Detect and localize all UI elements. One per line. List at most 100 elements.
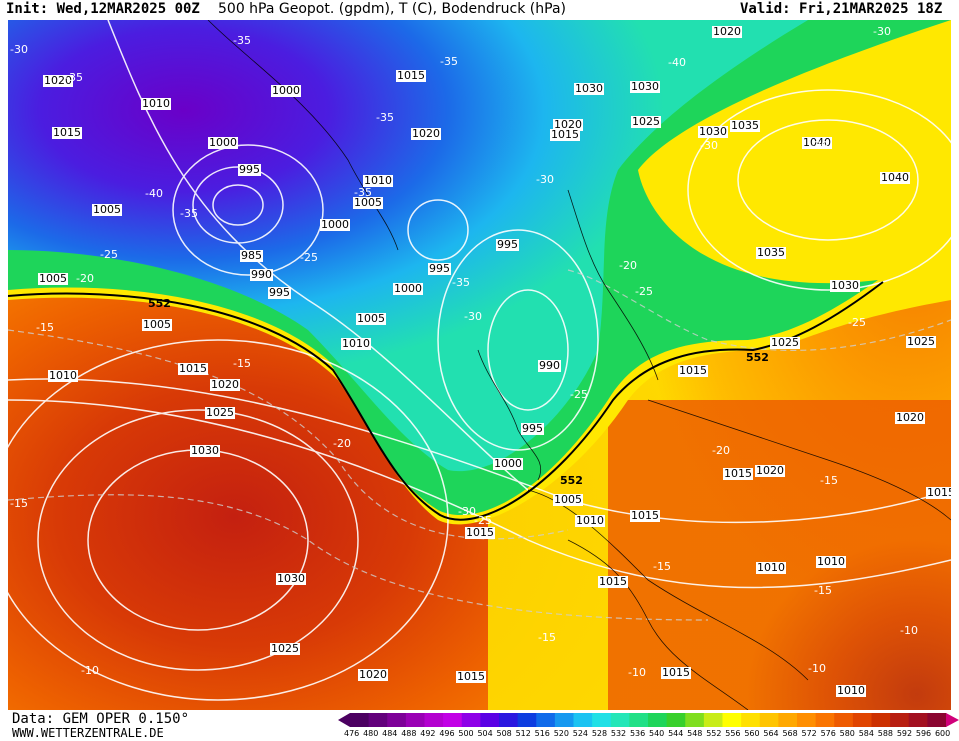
temperature-label: -15 — [10, 497, 28, 510]
scale-tick-label: 532 — [610, 729, 627, 738]
scale-swatch — [778, 713, 798, 727]
contour-552-label: 552 — [560, 474, 583, 487]
isobar-label: 1015 — [456, 670, 486, 683]
scale-swatch — [834, 713, 854, 727]
isobar-label: 995 — [428, 262, 451, 275]
isobar-label: 1025 — [205, 406, 235, 419]
scale-swatch — [852, 713, 872, 727]
scale-tick-label: 592 — [896, 729, 913, 738]
isobar-label: 990 — [250, 268, 273, 281]
scale-tick-label: 560 — [744, 729, 760, 738]
isobar-label: 1015 — [178, 362, 208, 375]
temperature-label: -25 — [570, 388, 588, 401]
isobar-label: 1020 — [712, 25, 742, 38]
scale-tick-label: 596 — [915, 729, 932, 738]
isobar-label: 1015 — [723, 467, 753, 480]
isobar-label: 1020 — [43, 74, 73, 87]
isobar-label: 1015 — [926, 487, 951, 499]
scale-tick-label: 544 — [668, 729, 684, 738]
temperature-label: -35 — [233, 34, 251, 47]
temperature-label: -20 — [810, 139, 828, 152]
isobar-label: 1005 — [353, 196, 383, 209]
contour-552-label: 552 — [148, 297, 171, 310]
isobar-label: 1010 — [363, 174, 393, 187]
scale-swatch — [405, 713, 425, 727]
isobar-label: 1015 — [678, 364, 708, 377]
scale-tick-label: 576 — [820, 729, 836, 738]
init-time-label: Init: Wed,12MAR2025 00Z — [6, 1, 200, 17]
isobar-label: 1025 — [906, 335, 936, 348]
scale-tick-label: 572 — [801, 729, 817, 738]
scale-tick-label: 504 — [477, 729, 493, 738]
temperature-label: -20 — [619, 259, 637, 272]
data-source-label: Data: GEM OPER 0.150° — [12, 711, 190, 727]
scale-tick-label: 480 — [363, 729, 379, 738]
scale-tick-label: 520 — [553, 729, 569, 738]
scale-swatch — [927, 713, 947, 727]
isobar-label: 1000 — [320, 218, 350, 231]
scale-tick-label: 508 — [496, 729, 512, 738]
website-label: WWW.WETTERZENTRALE.DE — [12, 726, 164, 740]
valid-time-label: Valid: Fri,21MAR2025 18Z — [740, 1, 943, 17]
scale-tick-label: 492 — [420, 729, 436, 738]
isobar-label: 1005 — [553, 493, 583, 506]
scale-tick-label: 552 — [706, 729, 722, 738]
isobar-label: 1000 — [208, 136, 238, 149]
scale-tick-label: 580 — [839, 729, 855, 738]
temperature-label: -35 — [354, 186, 372, 199]
scale-swatch — [480, 713, 500, 727]
temperature-label: -15 — [653, 560, 671, 573]
isobar-label: 1010 — [575, 514, 605, 527]
scale-right-arrow — [946, 713, 959, 727]
temperature-label: -30 — [700, 139, 718, 152]
isobar-label: 1025 — [770, 336, 800, 349]
temperature-label: -15 — [538, 631, 556, 644]
isobar-label: 1010 — [816, 555, 846, 568]
temperature-label: -20 — [712, 444, 730, 457]
scale-swatch — [461, 713, 481, 727]
temperature-label: -10 — [628, 666, 646, 679]
color-scale-labels: 476 480 484 488 492 496 500 504 508 512 516 520 524 5… — [342, 729, 952, 740]
isobar-label: 1000 — [393, 282, 423, 295]
isobar-label: 1020 — [210, 378, 240, 391]
isobar-label: 1010 — [756, 561, 786, 574]
isobar-label: 1005 — [92, 203, 122, 216]
isobar-label: 1030 — [574, 82, 604, 95]
temperature-label: -20 — [333, 437, 351, 450]
isobar-label: 1010 — [341, 337, 371, 350]
scale-tick-label: 564 — [763, 729, 779, 738]
scale-swatch — [350, 713, 370, 727]
temperature-label: -15 — [814, 584, 832, 597]
temperature-label: -25 — [100, 248, 118, 261]
isobar-label: 1000 — [493, 457, 523, 470]
map-header: Init: Wed,12MAR2025 00Z 500 hPa Geopot. … — [0, 0, 959, 20]
isobar-label: 1020 — [895, 411, 925, 424]
scale-swatch — [536, 713, 556, 727]
isobar-label: 1005 — [38, 272, 68, 285]
scale-swatch — [368, 713, 388, 727]
scale-swatch — [741, 713, 761, 727]
temperature-label: -25 — [848, 316, 866, 329]
scale-left-arrow — [338, 713, 350, 727]
scale-swatch — [517, 713, 537, 727]
scale-swatch — [722, 713, 742, 727]
scale-tick-label: 568 — [782, 729, 798, 738]
scale-tick-label: 476 — [344, 729, 360, 738]
isobar-label: 1040 — [880, 171, 910, 184]
scale-tick-label: 484 — [382, 729, 398, 738]
scale-swatch — [871, 713, 891, 727]
product-title: 500 hPa Geopot. (gpdm), T (C), Bodendruc… — [218, 1, 566, 17]
isobar-label: 995 — [238, 163, 261, 176]
isobar-label: 1030 — [276, 572, 306, 585]
scale-tick-label: 524 — [572, 729, 589, 738]
scale-tick-label: 600 — [934, 729, 951, 738]
temperature-label: -10 — [81, 664, 99, 677]
isobar-label: 1010 — [141, 97, 171, 110]
temperature-label: -15 — [233, 357, 251, 370]
scale-tick-label: 488 — [401, 729, 417, 738]
temperature-label: -10 — [900, 624, 918, 637]
temperature-label: -20 — [76, 272, 94, 285]
isobar-label: 1015 — [465, 526, 495, 539]
isobar-label: 1015 — [661, 666, 691, 679]
isobar-label: 1000 — [271, 84, 301, 97]
